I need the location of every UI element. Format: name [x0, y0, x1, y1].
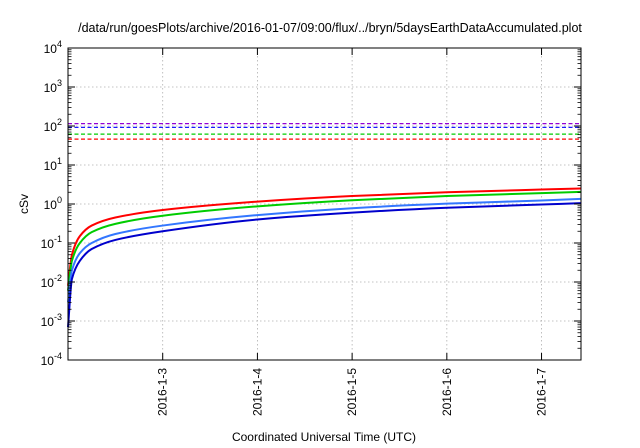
y-tick-label: 10-2	[41, 273, 62, 290]
y-axis-label: cSv	[17, 194, 31, 214]
y-tick-label: 101	[44, 156, 62, 173]
x-tick-label: 2016-1-3	[156, 368, 170, 416]
y-tick-label: 100	[44, 195, 62, 212]
y-tick-label: 102	[44, 117, 62, 134]
y-tick-label: 10-1	[41, 234, 62, 251]
series-line	[67, 187, 582, 286]
series-line	[67, 197, 582, 303]
x-tick-label: 2016-1-4	[250, 368, 264, 416]
grid	[68, 48, 581, 360]
chart-title: /data/run/goesPlots/archive/2016-01-07/0…	[78, 21, 582, 35]
series-lines	[67, 187, 582, 328]
series-line	[67, 202, 582, 328]
threshold-lines	[68, 122, 581, 140]
x-tick-label: 2016-1-7	[535, 368, 549, 416]
x-tick-label: 2016-1-5	[345, 368, 359, 416]
x-axis-ticks: 2016-1-3 2016-1-4 2016-1-5 2016-1-6 2016-1-7	[156, 48, 549, 416]
x-axis-label: Coordinated Universal Time (UTC)	[232, 430, 416, 444]
y-tick-label: 10-4	[41, 351, 62, 368]
y-tick-label: 104	[44, 39, 62, 56]
series-line	[67, 190, 582, 291]
y-axis-ticks: 10-4 10-3 10-2 10-1 100 101 102 103 104	[41, 39, 581, 368]
y-tick-label: 103	[44, 78, 62, 95]
x-tick-label: 2016-1-6	[440, 368, 454, 416]
y-tick-label: 10-3	[41, 312, 62, 329]
